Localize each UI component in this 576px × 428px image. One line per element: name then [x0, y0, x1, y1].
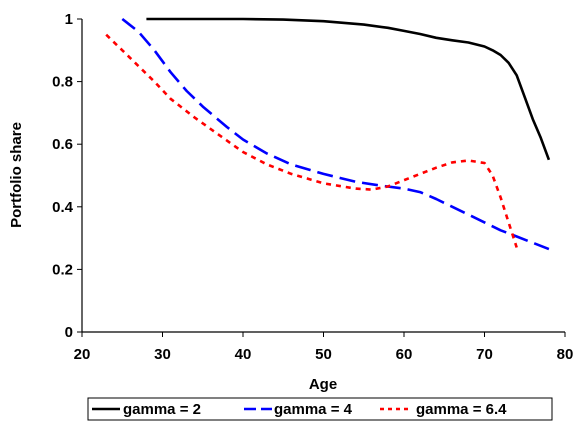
legend-box	[87, 397, 553, 421]
plot-area	[81, 19, 565, 333]
x-tick-label: 20	[74, 346, 91, 363]
x-tick-label: 70	[476, 346, 493, 363]
y-tick-label: 0	[65, 324, 73, 341]
x-tick-label: 80	[557, 346, 574, 363]
y-tick-label: 0.8	[52, 74, 73, 91]
legend-label-1: gamma = 2	[123, 401, 201, 418]
legend: gamma = 2 gamma = 4 gamma = 6.4	[87, 397, 553, 421]
series-line-3	[105, 33, 518, 248]
y-tick-label: 0.2	[52, 261, 73, 278]
y-tick-label: 0.4	[52, 199, 74, 216]
y-tick-label: 1	[65, 11, 73, 28]
y-axis-label: Portfolio share	[8, 122, 25, 228]
tick-labels: 20 30 40 50 60 70 80 0 0.2 0.4 0.6 0.8 1	[52, 11, 573, 363]
legend-label-2: gamma = 4	[274, 401, 353, 418]
x-tick-label: 30	[154, 346, 171, 363]
series-line-2	[121, 17, 550, 251]
legend-label-3: gamma = 6.4	[416, 401, 507, 418]
series-lines	[105, 17, 551, 251]
series-line-1	[146, 17, 551, 161]
x-tick-label: 40	[235, 346, 252, 363]
x-tick-label: 60	[396, 346, 413, 363]
x-tick-label: 50	[315, 346, 332, 363]
x-axis-label: Age	[309, 376, 337, 393]
y-tick-label: 0.6	[52, 136, 73, 153]
